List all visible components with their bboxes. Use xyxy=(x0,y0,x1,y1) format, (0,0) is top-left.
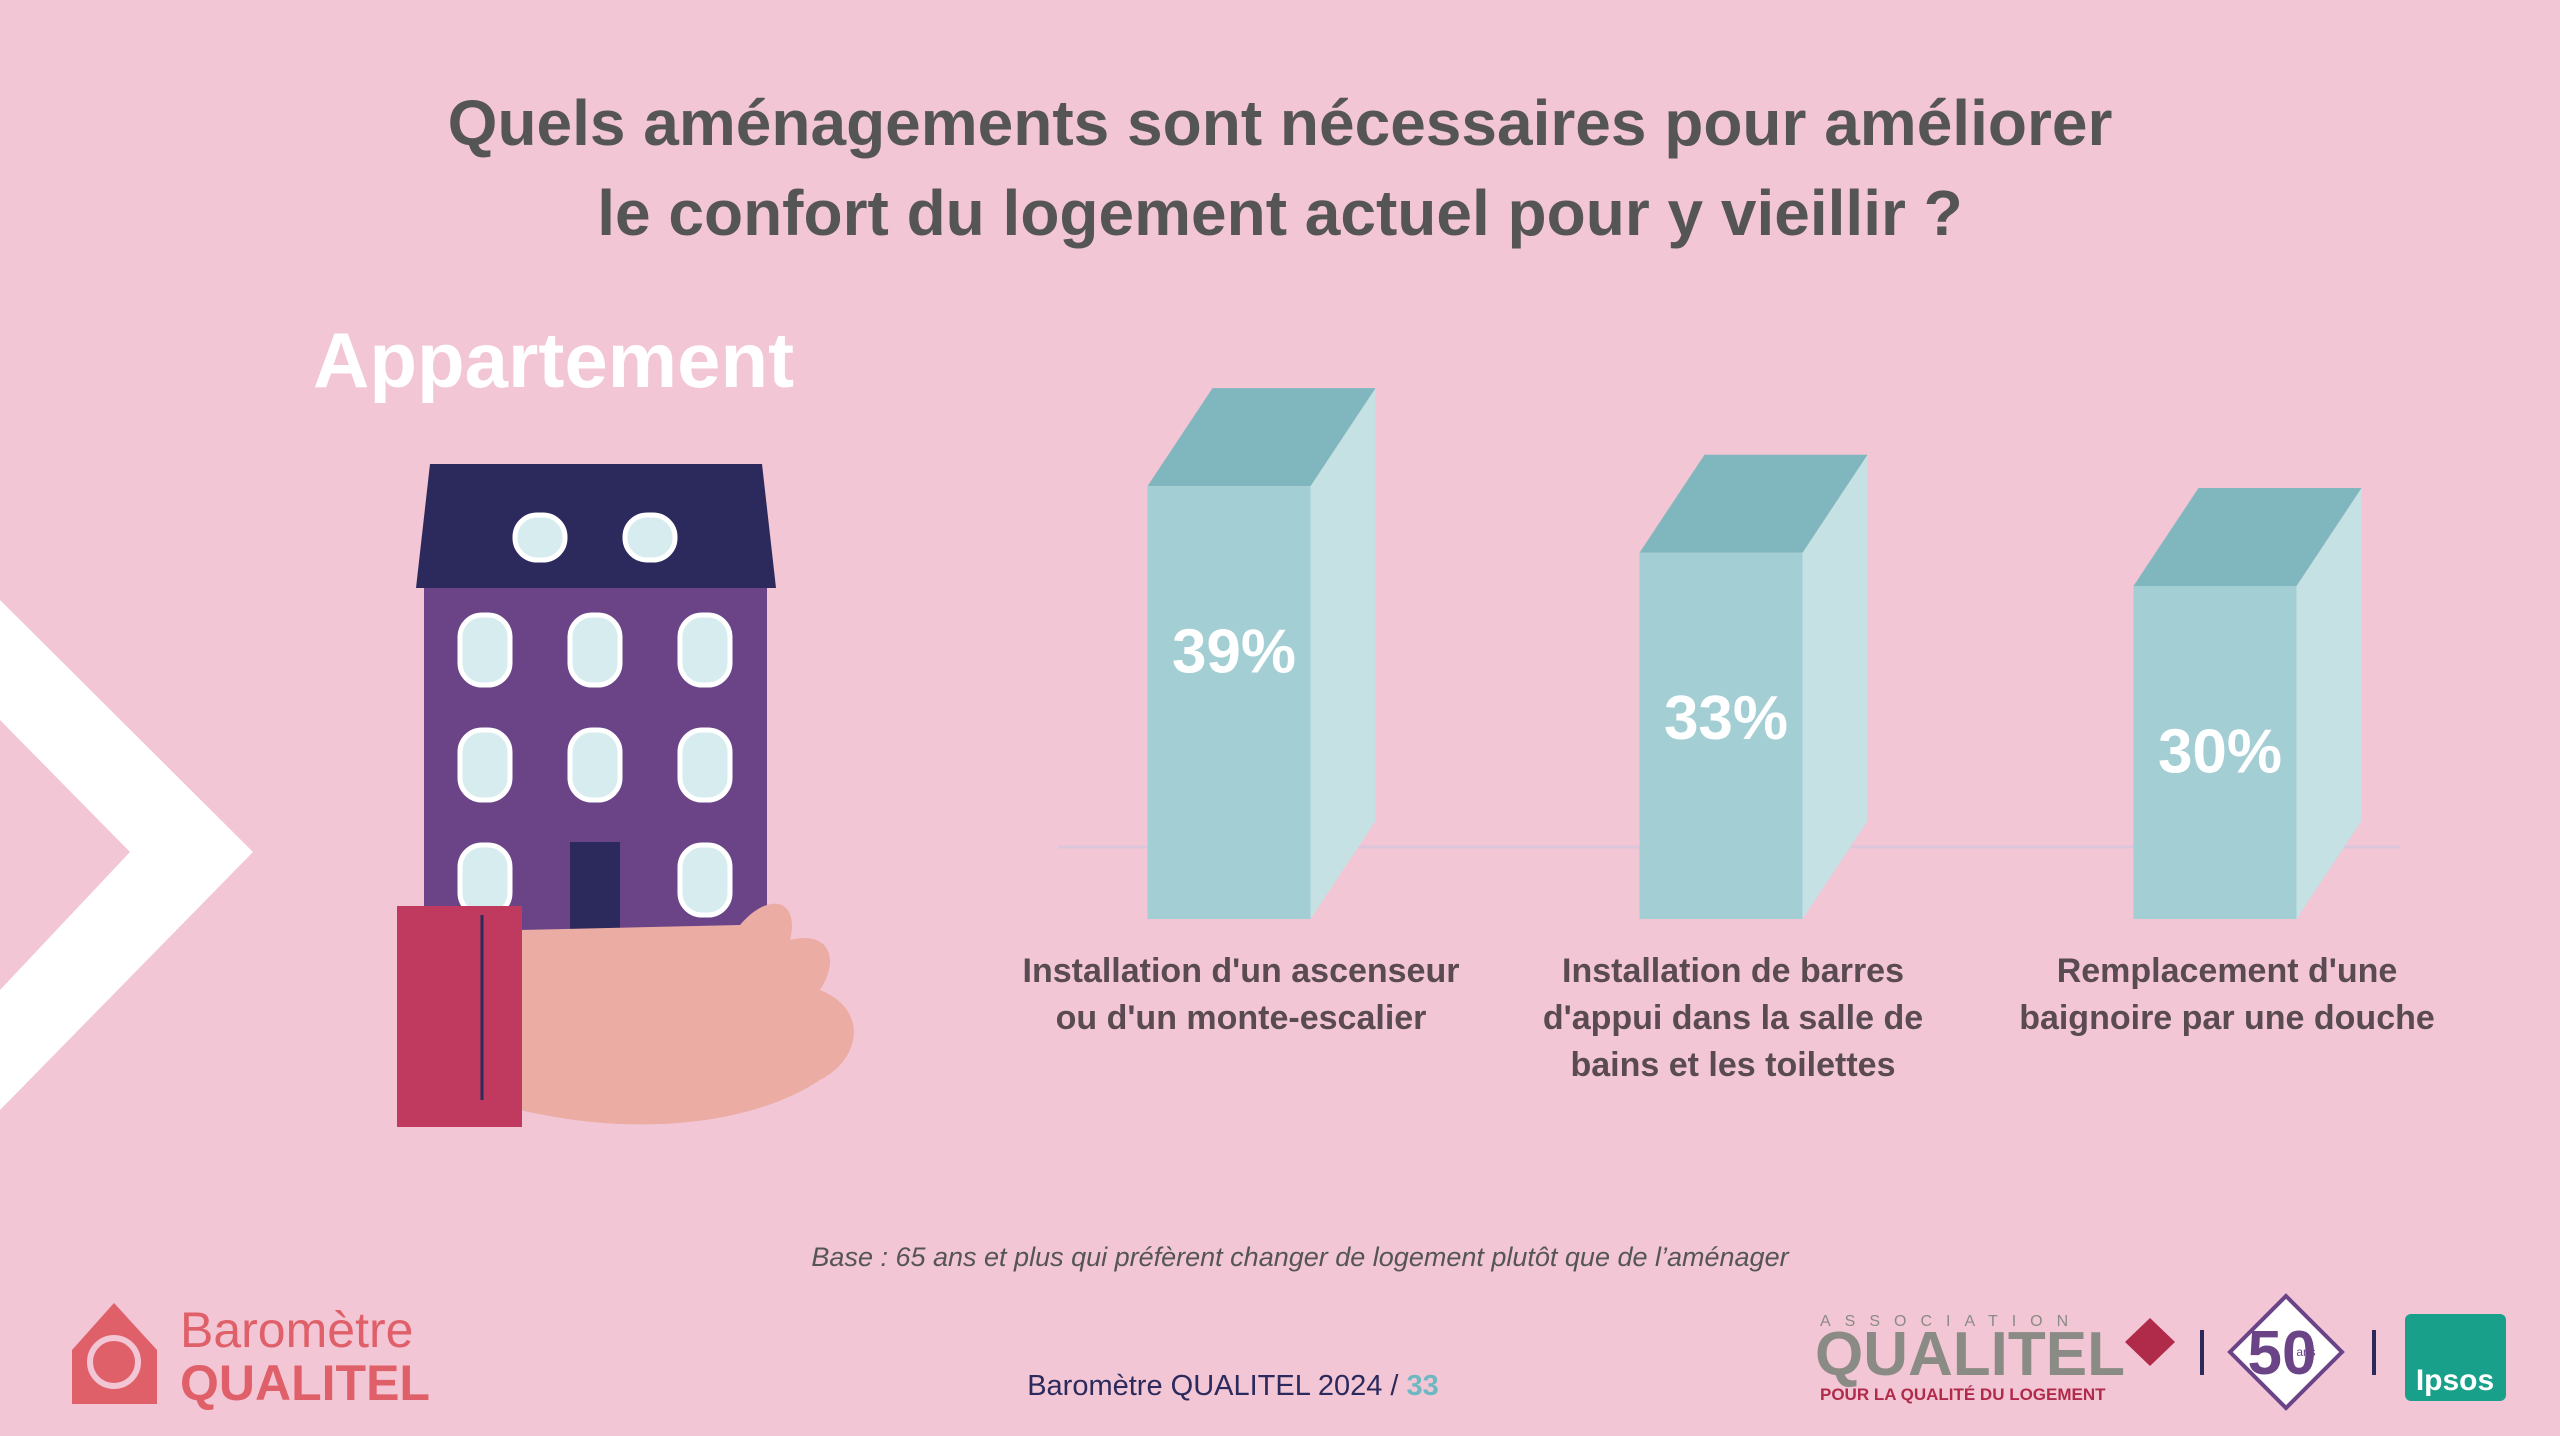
bar xyxy=(2133,586,2297,919)
qualitel-name: QUALITEL xyxy=(1815,1320,2125,1389)
title-line: Quels aménagements sont nécessaires pour… xyxy=(447,87,2113,159)
bar-top xyxy=(1147,388,1376,487)
ipsos-logo xyxy=(2405,1314,2506,1401)
title-line: le confort du logement actuel pour y vie… xyxy=(597,177,1963,249)
bar-side xyxy=(2296,488,2362,919)
barometre-logo-line1: Baromètre xyxy=(180,1302,413,1358)
chevron xyxy=(0,600,253,1110)
anniversary-diamond xyxy=(2227,1293,2345,1411)
bar-side xyxy=(1310,388,1376,920)
footer: Baromètre QUALITEL 2024 / 33 xyxy=(0,1370,2466,1403)
ipsos-text: Ipsos xyxy=(2416,1364,2494,1397)
building-illustration xyxy=(397,464,854,1127)
value-label: 33% xyxy=(1664,684,1788,753)
qualitel-diamond xyxy=(2125,1318,2175,1366)
barometre-logo-icon xyxy=(72,1303,157,1404)
anniversary-unit: ans xyxy=(2296,1345,2315,1359)
chart-title: Quels aménagements sont nécessaires pour… xyxy=(0,78,2560,258)
footer-text: Baromètre QUALITEL 2024 / xyxy=(1027,1370,1399,1402)
page-number: 33 xyxy=(1406,1370,1439,1402)
value-label: 39% xyxy=(1172,617,1296,686)
subtitle: Appartement xyxy=(313,316,795,404)
barometre-logo-line2: QUALITEL xyxy=(180,1355,430,1411)
category-label: Installation de barres d'appui dans la s… xyxy=(1542,952,1924,1084)
value-label: 30% xyxy=(2158,717,2282,786)
anniversary-number: 50 xyxy=(2248,1319,2317,1388)
bar-side xyxy=(1802,454,1868,919)
category-label: Remplacement d'une baignoire par une dou… xyxy=(2019,952,2435,1037)
qualitel-top: ASSOCIATION xyxy=(1820,1313,2082,1330)
bar-top xyxy=(2133,488,2362,586)
bar xyxy=(1639,552,1803,919)
qualitel-tagline: POUR LA QUALITÉ DU LOGEMENT xyxy=(1820,1385,2106,1404)
note: Base : 65 ans et plus qui préfèrent chan… xyxy=(811,1242,1789,1272)
category-label: Installation d'un ascenseur ou d'un mont… xyxy=(1022,952,1460,1037)
bar xyxy=(1147,486,1311,919)
bar-top xyxy=(1639,454,1868,553)
bars: 39% 33% 30% xyxy=(1147,388,2362,920)
